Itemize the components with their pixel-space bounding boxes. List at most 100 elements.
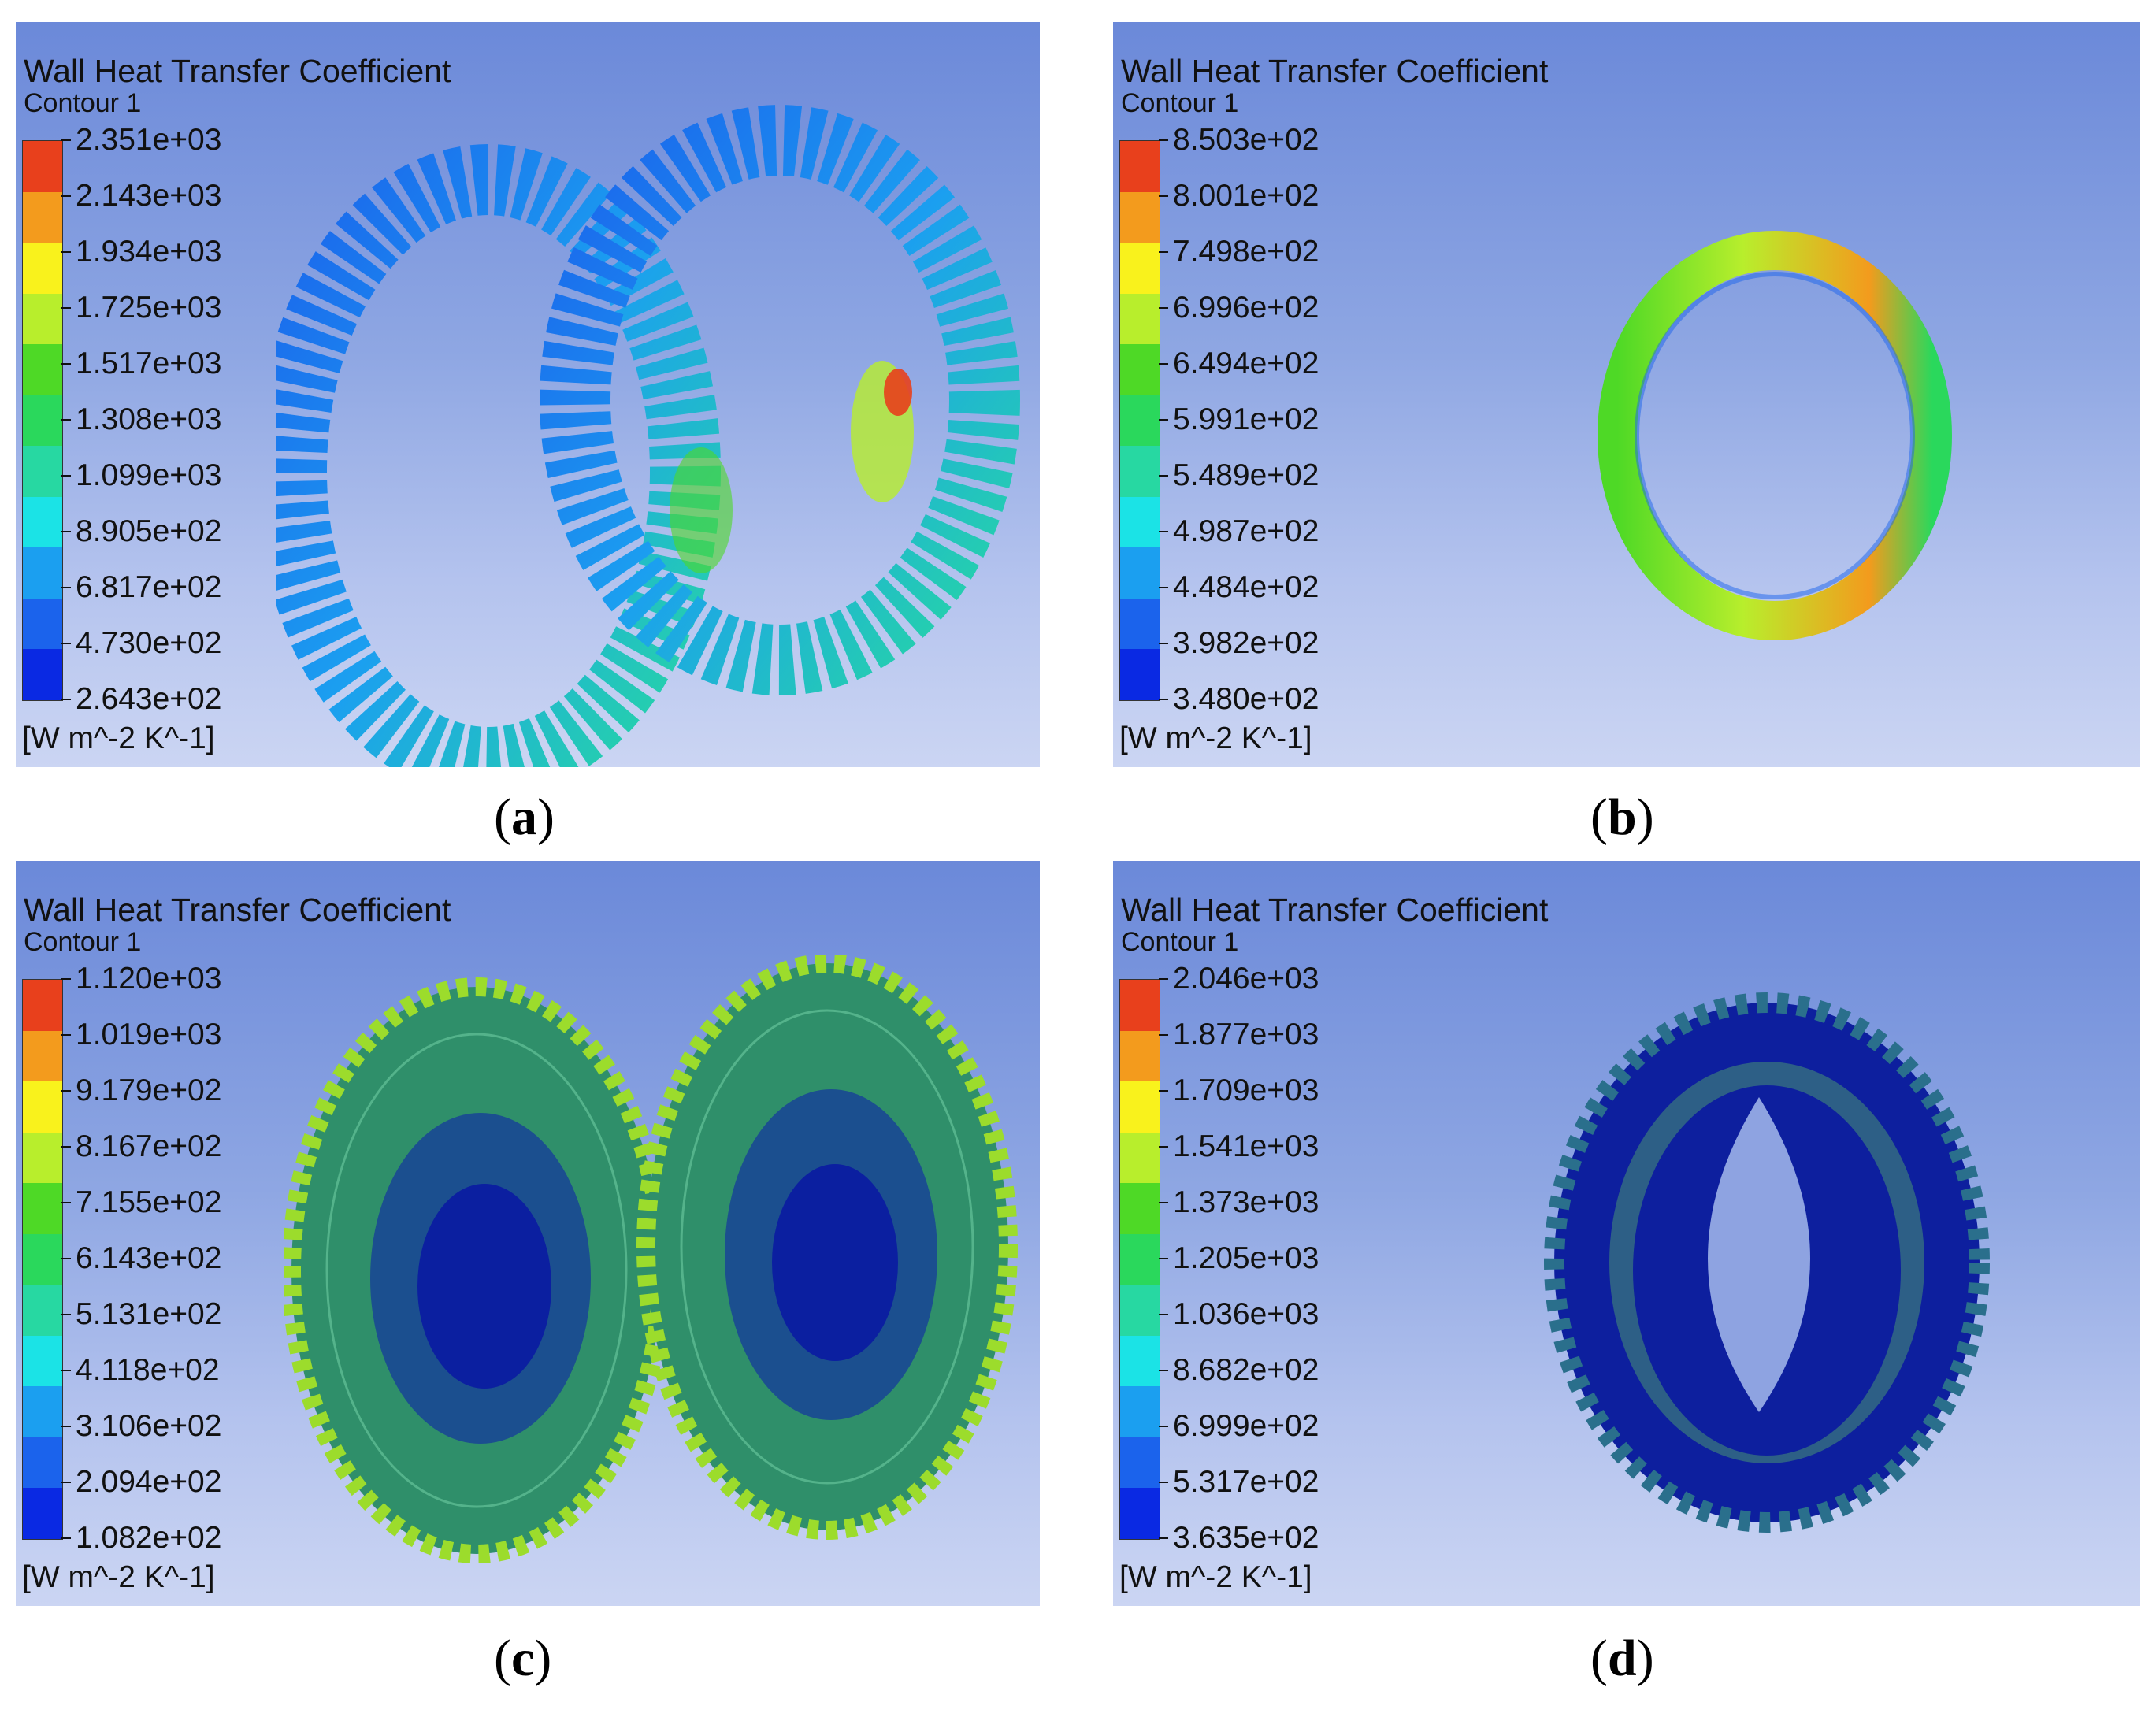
panel-a: Wall Heat Transfer Coefficient Contour 1… <box>16 22 1040 767</box>
legend-tick <box>61 1370 71 1371</box>
legend-color-segment <box>1120 1132 1160 1184</box>
legend-tick <box>61 587 71 588</box>
legend-color-segment <box>23 1183 62 1234</box>
legend-tick-label: 8.905e+02 <box>76 514 222 548</box>
legend-tick <box>1159 195 1168 197</box>
legend-tick <box>61 1314 71 1315</box>
legend-tick <box>1159 307 1168 309</box>
legend-color-segment <box>1120 1233 1160 1285</box>
legend-tick <box>61 1034 71 1036</box>
ring-render <box>1598 231 1952 640</box>
legend-tick-label: 9.179e+02 <box>76 1074 222 1107</box>
legend-tick-label: 5.991e+02 <box>1173 402 1319 436</box>
legend-tick-label: 1.019e+03 <box>76 1018 222 1051</box>
legend-color-segment <box>1120 547 1160 599</box>
legend-color-segment <box>1120 598 1160 650</box>
color-legend-bar <box>1119 979 1160 1540</box>
legend-color-segment <box>1120 649 1160 701</box>
legend-tick <box>1159 1537 1168 1539</box>
legend-color-segment <box>1120 1437 1160 1489</box>
gear-faces-render <box>284 955 1018 1563</box>
unit-label: [W m^-2 K^-1] <box>22 721 215 755</box>
legend-color-segment <box>23 1386 62 1437</box>
legend-tick <box>61 1146 71 1148</box>
unit-label: [W m^-2 K^-1] <box>1119 721 1312 755</box>
legend-color-segment <box>23 243 62 294</box>
legend-tick <box>61 419 71 421</box>
legend-tick <box>61 699 71 700</box>
color-legend-bar <box>22 979 63 1540</box>
legend-color-segment <box>23 547 62 599</box>
legend-tick <box>1159 139 1168 141</box>
legend-tick <box>61 1202 71 1203</box>
legend-color-segment <box>1120 344 1160 395</box>
legend-tick-label: 6.143e+02 <box>76 1241 222 1275</box>
legend-tick-label: 8.682e+02 <box>1173 1353 1319 1387</box>
legend-tick-label: 6.996e+02 <box>1173 291 1319 324</box>
color-legend-bar <box>1119 140 1160 701</box>
legend-tick <box>61 531 71 532</box>
legend-tick-label: 2.643e+02 <box>76 682 222 716</box>
legend-tick-label: 1.877e+03 <box>1173 1018 1319 1051</box>
legend-color-segment <box>23 1132 62 1184</box>
legend-color-segment <box>23 191 62 243</box>
legend-tick-label: 6.494e+02 <box>1173 347 1319 380</box>
legend-color-segment <box>23 1081 62 1133</box>
unit-label: [W m^-2 K^-1] <box>1119 1560 1312 1594</box>
legend-tick <box>1159 1146 1168 1148</box>
legend-tick <box>1159 1202 1168 1203</box>
legend-tick-label: 7.498e+02 <box>1173 235 1319 269</box>
legend-color-segment <box>23 1335 62 1387</box>
panel-d: Wall Heat Transfer Coefficient Contour 1… <box>1113 861 2140 1606</box>
legend-color-segment <box>23 1437 62 1489</box>
legend-color-segment <box>1120 395 1160 447</box>
legend-tick-label: 2.143e+03 <box>76 179 222 213</box>
legend-tick <box>61 1537 71 1539</box>
legend-tick-label: 5.317e+02 <box>1173 1465 1319 1499</box>
legend-tick <box>1159 1482 1168 1483</box>
legend-tick <box>1159 1370 1168 1371</box>
panel-subtitle: Contour 1 <box>24 927 142 957</box>
legend-tick <box>1159 531 1168 532</box>
legend-tick <box>61 1482 71 1483</box>
legend-color-segment <box>1120 1081 1160 1133</box>
legend-tick <box>1159 419 1168 421</box>
legend-color-segment <box>1120 446 1160 497</box>
legend-tick-label: 1.373e+03 <box>1173 1185 1319 1219</box>
legend-tick <box>61 643 71 644</box>
legend-color-segment <box>23 344 62 395</box>
legend-tick-label: 1.205e+03 <box>1173 1241 1319 1275</box>
caption-d: (d) <box>1590 1630 1654 1687</box>
legend-tick <box>1159 1258 1168 1259</box>
legend-color-segment <box>1120 1488 1160 1540</box>
legend-tick <box>61 251 71 253</box>
legend-tick <box>1159 475 1168 477</box>
legend-tick-label: 4.987e+02 <box>1173 514 1319 548</box>
legend-tick <box>1159 251 1168 253</box>
panel-b: Wall Heat Transfer Coefficient Contour 1… <box>1113 22 2140 767</box>
legend-tick-label: 1.308e+03 <box>76 402 222 436</box>
legend-color-segment <box>1120 141 1160 192</box>
legend-color-segment <box>23 496 62 548</box>
legend-tick <box>1159 978 1168 980</box>
legend-tick-label: 1.541e+03 <box>1173 1129 1319 1163</box>
caption-c: (c) <box>494 1630 552 1687</box>
panel-c: Wall Heat Transfer Coefficient Contour 1… <box>16 861 1040 1606</box>
caption-a: (a) <box>494 788 555 846</box>
legend-color-segment <box>1120 496 1160 548</box>
legend-color-segment <box>23 1030 62 1082</box>
legend-color-segment <box>23 141 62 192</box>
panel-title: Wall Heat Transfer Coefficient <box>24 53 451 89</box>
legend-color-segment <box>23 1285 62 1336</box>
legend-color-segment <box>23 1233 62 1285</box>
legend-tick-label: 3.480e+02 <box>1173 682 1319 716</box>
legend-color-segment <box>23 1488 62 1540</box>
legend-tick-label: 8.001e+02 <box>1173 179 1319 213</box>
panel-title: Wall Heat Transfer Coefficient <box>24 892 451 928</box>
legend-tick-label: 7.155e+02 <box>76 1185 222 1219</box>
helical-gear-pair-render <box>276 105 1020 767</box>
ring-gear-render <box>1544 992 1990 1533</box>
legend-tick-label: 1.709e+03 <box>1173 1074 1319 1107</box>
legend-color-segment <box>23 395 62 447</box>
legend-tick-label: 3.106e+02 <box>76 1409 222 1443</box>
